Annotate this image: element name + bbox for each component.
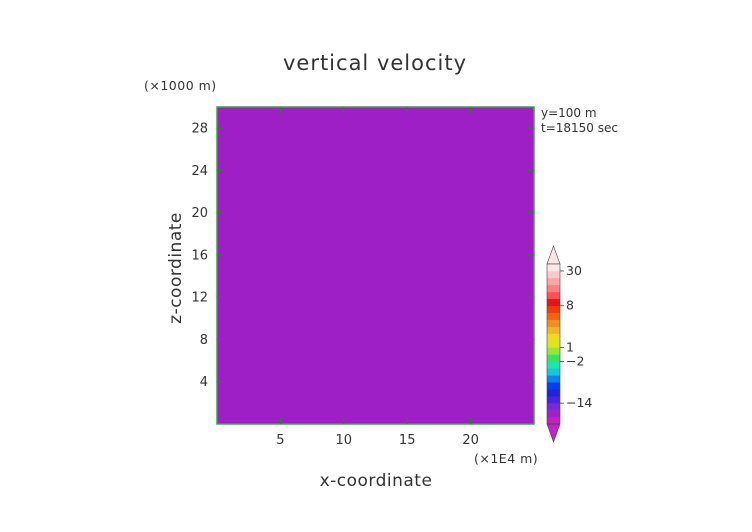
x-axis-ticks: 5 10 15 20 bbox=[276, 107, 479, 448]
heatmap-field bbox=[217, 107, 534, 424]
colorbar-swatch bbox=[547, 382, 560, 390]
colorbar-swatch bbox=[547, 277, 560, 286]
x-unit-label: (×1E4 m) bbox=[474, 451, 538, 466]
colorbar bbox=[546, 245, 561, 443]
colorbar-swatch bbox=[547, 312, 560, 320]
y-tick-label: 24 bbox=[191, 164, 208, 179]
colorbar-swatch bbox=[547, 340, 560, 348]
colorbar-swatch bbox=[547, 333, 560, 341]
y-unit-label: (×1000 m) bbox=[144, 78, 217, 93]
chart-title: vertical velocity bbox=[283, 51, 467, 75]
x-tick-label: 15 bbox=[399, 433, 416, 448]
colorbar-swatch bbox=[547, 291, 560, 300]
y-tick-label: 20 bbox=[191, 206, 208, 221]
colorbar-swatch bbox=[547, 354, 560, 362]
colorbar-tick-label: −2 bbox=[566, 353, 584, 368]
y-axis-label: z-coordinate bbox=[166, 212, 186, 324]
colorbar-swatch bbox=[547, 298, 560, 307]
colorbar-swatch bbox=[547, 368, 560, 376]
y-tick-label: 16 bbox=[191, 248, 208, 263]
colorbar-tick-label: 1 bbox=[566, 339, 574, 354]
x-tick-label: 10 bbox=[336, 433, 353, 448]
colorbar-swatch bbox=[547, 389, 560, 397]
y-tick-label: 12 bbox=[191, 291, 208, 306]
colorbar-swatch bbox=[547, 375, 560, 383]
annotation-y: y=100 m bbox=[541, 106, 597, 120]
y-tick-label: 28 bbox=[191, 122, 208, 137]
colorbar-swatch bbox=[547, 326, 560, 334]
colorbar-swatch bbox=[547, 264, 560, 272]
annotation-t: t=18150 sec bbox=[541, 121, 618, 135]
x-axis-label: x-coordinate bbox=[320, 471, 433, 491]
colorbar-swatch bbox=[547, 319, 560, 327]
x-tick-label: 5 bbox=[276, 433, 284, 448]
y-tick-label: 8 bbox=[200, 333, 208, 348]
colorbar-tick-label: −14 bbox=[566, 395, 592, 410]
colorbar-swatch bbox=[547, 284, 560, 293]
y-axis-ticks: 4 8 12 16 20 24 28 bbox=[191, 122, 534, 390]
colorbar-swatch bbox=[547, 396, 560, 404]
colorbar-swatch bbox=[547, 305, 560, 313]
colorbar-ticks: 30 8 1−2 −14 bbox=[560, 263, 592, 410]
y-tick-label: 4 bbox=[200, 375, 208, 390]
colorbar-frame bbox=[546, 263, 561, 425]
colorbar-swatch bbox=[547, 410, 560, 418]
colorbar-swatch bbox=[547, 417, 560, 425]
colorbar-tick-label: 8 bbox=[566, 298, 574, 313]
colorbar-min-arrow bbox=[546, 423, 561, 443]
colorbar-swatch bbox=[547, 403, 560, 411]
colorbar-swatch bbox=[547, 347, 560, 355]
colorbar-max-arrow bbox=[546, 245, 561, 265]
colorbar-tick-label: 30 bbox=[566, 263, 582, 278]
x-tick-label: 20 bbox=[462, 433, 479, 448]
colorbar-swatch bbox=[547, 361, 560, 369]
plot-frame bbox=[216, 106, 535, 425]
colorbar-swatch bbox=[547, 270, 560, 279]
